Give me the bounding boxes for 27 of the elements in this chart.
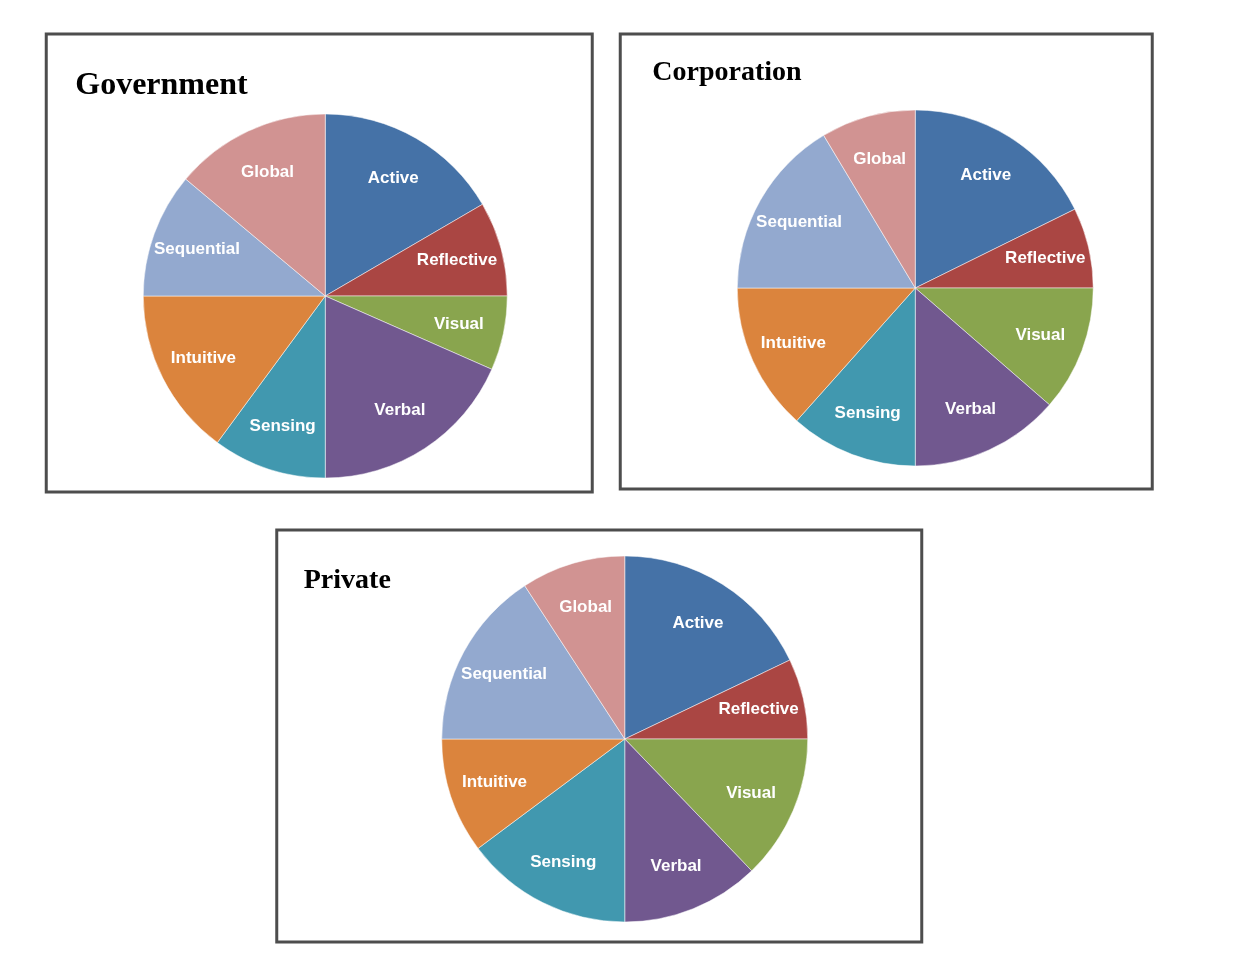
slice-label: Intuitive	[170, 347, 237, 367]
slice-label: Global	[559, 597, 613, 617]
slice-label: Global	[241, 162, 294, 182]
slice-label: Sensing	[834, 402, 901, 422]
chart-title: Government	[75, 65, 248, 101]
chart-title: Private	[303, 563, 391, 594]
slice-label: Verbal	[374, 400, 426, 420]
slice-label: Sequential	[461, 663, 548, 683]
slice-label: Verbal	[650, 856, 702, 876]
slice-label: Visual	[433, 314, 484, 334]
slice-label: Reflective	[416, 250, 498, 270]
slice-label: Intuitive	[461, 772, 528, 792]
slice-label: Sequential	[756, 212, 843, 232]
slice-label: Active	[672, 612, 724, 632]
chart-title: Corporation	[652, 55, 802, 86]
slice-label: Visual	[726, 782, 776, 802]
slice-label: Verbal	[945, 399, 997, 419]
slice-label: Reflective	[718, 698, 799, 718]
slice-label: Active	[960, 164, 1012, 184]
slice-label: Sensing	[249, 415, 316, 435]
slice-label: Active	[367, 167, 419, 187]
slice-label: Reflective	[1005, 247, 1086, 267]
slice-label: Visual	[1015, 324, 1066, 344]
slice-label: Sensing	[530, 851, 597, 871]
slice-label: Global	[853, 149, 907, 169]
slice-label: Sequential	[153, 239, 240, 259]
slice-label: Intuitive	[760, 332, 826, 352]
